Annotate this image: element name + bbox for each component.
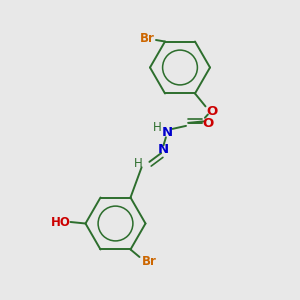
Text: Br: Br xyxy=(140,32,154,45)
Text: H: H xyxy=(134,157,143,170)
Text: HO: HO xyxy=(51,215,71,229)
Text: N: N xyxy=(162,126,173,139)
Text: H: H xyxy=(153,121,162,134)
Text: O: O xyxy=(206,105,218,118)
Text: N: N xyxy=(158,143,169,156)
Text: Br: Br xyxy=(142,255,157,268)
Text: O: O xyxy=(203,117,214,130)
